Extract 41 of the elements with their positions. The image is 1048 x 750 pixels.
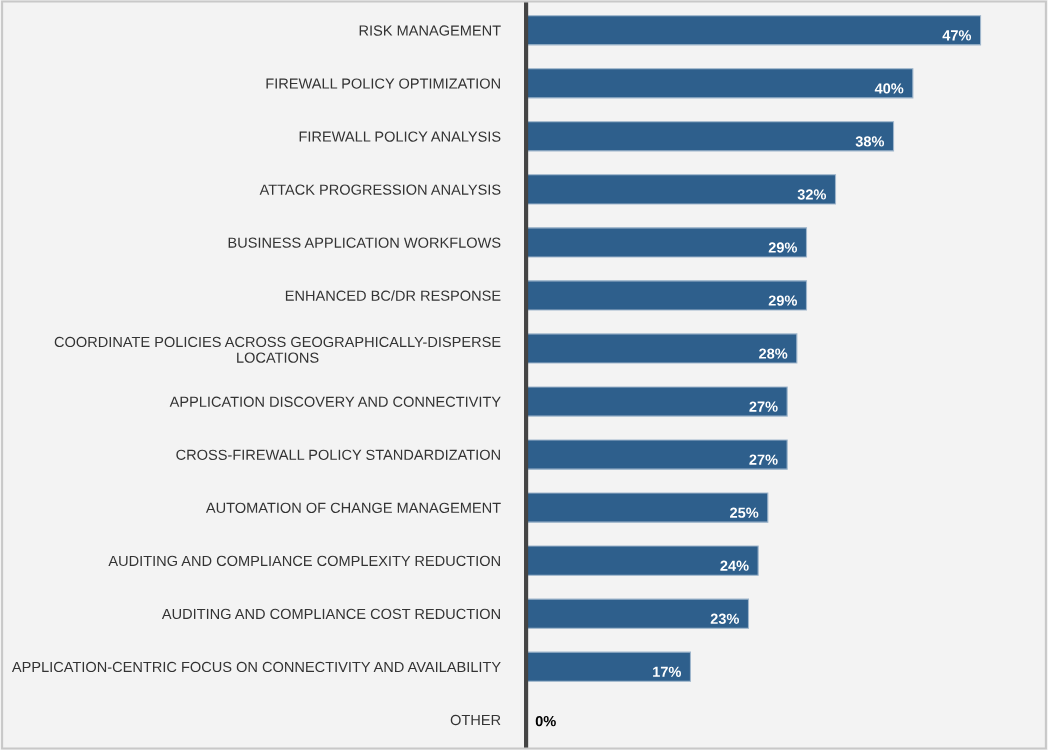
data-label: 40% <box>874 83 904 94</box>
y-tick-label: CROSS-FIREWALL POLICY STANDARDIZATION <box>176 449 500 460</box>
bar <box>526 545 759 576</box>
y-tick-label: APPLICATION DISCOVERY AND CONNECTIVITY <box>169 396 501 407</box>
y-tick-label: ATTACK PROGRESSION ANALYSIS <box>259 184 501 195</box>
data-label: 17% <box>653 666 681 677</box>
y-tick-label: FIREWALL POLICY OPTIMIZATION <box>266 78 500 89</box>
bar <box>526 174 837 205</box>
data-label: 23% <box>710 613 740 624</box>
y-tick-label: APPLICATION-CENTRIC FOCUS ON CONNECTIVITY AND AVAILABILITY <box>11 661 501 673</box>
bar <box>526 386 788 417</box>
y-tick-label: ENHANCED BC/DR RESPONSE <box>285 290 501 301</box>
y-tick-label: RISK MANAGEMENT <box>359 25 501 36</box>
bar <box>526 492 769 523</box>
data-label: 27% <box>749 454 778 465</box>
y-tick-label: OTHER <box>450 714 501 726</box>
data-label: 0% <box>535 715 556 727</box>
bar <box>526 439 788 470</box>
data-label: 47% <box>942 30 972 41</box>
data-label: 29% <box>768 242 798 253</box>
bar <box>526 598 750 629</box>
data-label: 32% <box>797 189 827 200</box>
bar <box>526 333 798 364</box>
y-tick-label: FIREWALL POLICY ANALYSIS <box>299 131 501 142</box>
data-label: 29% <box>768 295 798 306</box>
data-label: 38% <box>855 136 885 147</box>
y-tick-label: BUSINESS APPLICATION WORKFLOWS <box>228 237 501 248</box>
data-label: 28% <box>759 348 788 359</box>
data-label: 24% <box>720 560 749 571</box>
y-tick-label: AUDITING AND COMPLIANCE COST REDUCTION <box>161 608 500 620</box>
bar <box>526 651 692 682</box>
y-tick-label: COORDINATE POLICIES ACROSS GEOGRAPHICALLY-DISPERSE LOCATIONS <box>54 336 501 363</box>
data-label: 27% <box>749 401 778 412</box>
bar <box>526 280 808 311</box>
bar <box>526 68 914 99</box>
y-tick-label: AUTOMATION OF CHANGE MANAGEMENT <box>205 502 501 514</box>
bar <box>526 15 982 46</box>
y-tick-label: AUDITING AND COMPLIANCE COMPLEXITY REDUCTION <box>108 555 500 567</box>
bar <box>526 227 808 258</box>
bar <box>526 121 895 152</box>
data-label: 25% <box>730 507 759 518</box>
